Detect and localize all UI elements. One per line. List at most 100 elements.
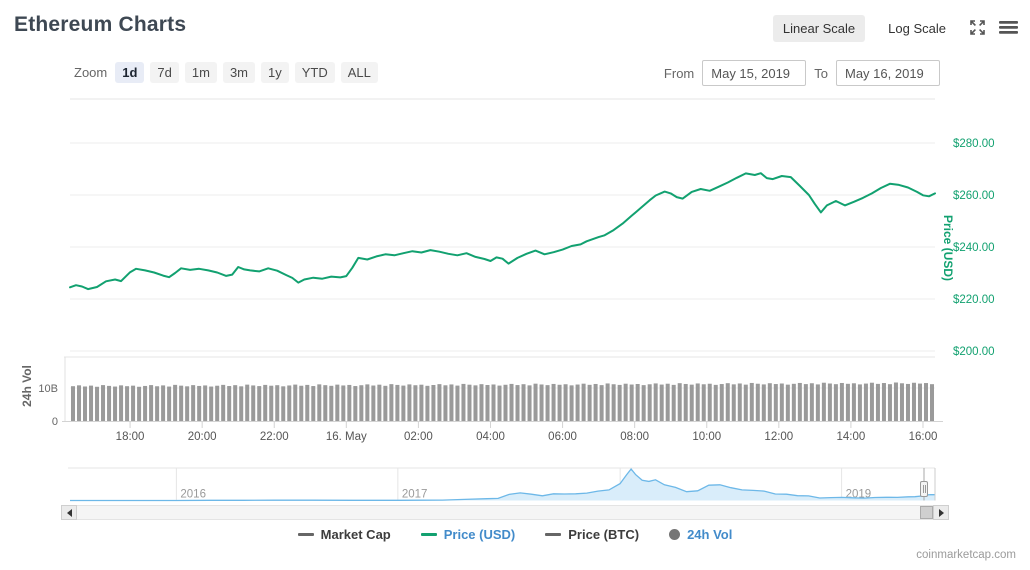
volume-bar xyxy=(767,383,772,421)
legend-item-24h-vol[interactable]: 24h Vol xyxy=(669,527,732,542)
volume-bar xyxy=(923,383,928,421)
volume-bar xyxy=(725,383,730,421)
range-button-1d[interactable]: 1d xyxy=(115,62,145,83)
volume-bar xyxy=(875,383,880,422)
from-date-input[interactable] xyxy=(702,60,807,86)
volume-bar xyxy=(389,384,394,421)
volume-bar xyxy=(485,385,490,421)
volume-bar xyxy=(167,386,172,421)
volume-bar xyxy=(113,386,118,421)
volume-bar xyxy=(605,383,610,421)
volume-bar xyxy=(209,386,214,421)
volume-bar xyxy=(695,383,700,421)
volume-bar xyxy=(401,385,406,421)
date-range-group: From To xyxy=(664,60,940,86)
volume-bar xyxy=(611,384,616,421)
volume-bar xyxy=(77,385,82,421)
volume-bar xyxy=(833,384,838,421)
navigator-area[interactable] xyxy=(70,469,935,501)
volume-bar xyxy=(227,386,232,421)
volume-bar xyxy=(527,385,532,421)
volume-bar xyxy=(425,385,430,421)
volume-bar xyxy=(233,385,238,421)
range-button-1m[interactable]: 1m xyxy=(184,62,217,83)
price-line xyxy=(69,172,936,291)
price-axis-title: Price (USD) xyxy=(941,214,955,282)
chart-canvas[interactable]: $280.00 $260.00 $240.00 $220.00 $200.00 10B 0 1… xyxy=(0,90,1030,520)
x-axis-label: 10:00 xyxy=(692,431,721,443)
volume-bar xyxy=(719,384,724,421)
volume-bar xyxy=(515,385,520,421)
volume-bar xyxy=(533,383,538,421)
watermark: coinmarketcap.com xyxy=(916,549,1016,561)
volume-bar xyxy=(335,384,340,421)
price-btc-dash-icon xyxy=(545,533,562,536)
volume-bar xyxy=(257,386,262,421)
linear-scale-button[interactable]: Linear Scale xyxy=(772,15,866,42)
navigator-handle[interactable] xyxy=(920,481,928,497)
x-axis-label: 16. May xyxy=(326,431,367,443)
volume-bar xyxy=(929,384,934,421)
legend-item-market-cap[interactable]: Market Cap xyxy=(297,527,391,542)
range-button-all[interactable]: ALL xyxy=(340,62,378,83)
volume-bar xyxy=(623,383,628,421)
volume-bar xyxy=(569,385,574,421)
volume-bar xyxy=(155,386,160,421)
volume-bar xyxy=(149,385,154,421)
volume-bar xyxy=(581,383,586,421)
volume-bar xyxy=(71,386,76,421)
volume-bar xyxy=(317,384,322,421)
right-arrow-icon xyxy=(938,508,944,517)
volume-bar xyxy=(107,385,112,421)
scrollbar-left-button[interactable] xyxy=(61,505,77,520)
volume-bar xyxy=(83,386,88,421)
volume-bar xyxy=(635,384,640,421)
volume-bar xyxy=(713,384,718,421)
navigator-year-label: 2017 xyxy=(402,489,428,501)
chart-legend: Market Cap Price (USD) Price (BTC) 24h V… xyxy=(0,527,1030,542)
volume-bar xyxy=(563,384,568,421)
volume-bar xyxy=(893,382,898,421)
scrollbar-thumb[interactable] xyxy=(920,506,933,519)
volume-bar xyxy=(329,385,334,421)
range-button-7d[interactable]: 7d xyxy=(150,62,179,83)
to-date-input[interactable] xyxy=(836,60,940,86)
price-tick-label: $260.00 xyxy=(953,190,995,202)
volume-bar xyxy=(827,383,832,421)
volume-bar xyxy=(815,384,820,421)
volume-bar xyxy=(755,383,760,421)
legend-item-price-btc[interactable]: Price (BTC) xyxy=(545,527,639,542)
x-axis-label: 12:00 xyxy=(764,431,793,443)
volume-bar xyxy=(857,384,862,421)
zoom-range-group: Zoom 1d 7d 1m 3m 1y YTD ALL xyxy=(74,62,378,83)
volume-tick-label: 0 xyxy=(52,416,58,428)
volume-bar xyxy=(575,384,580,421)
plot-area[interactable] xyxy=(70,99,935,421)
volume-bar xyxy=(221,384,226,421)
volume-bar xyxy=(179,385,184,421)
volume-bar xyxy=(203,385,208,421)
range-button-3m[interactable]: 3m xyxy=(222,62,255,83)
range-button-1y[interactable]: 1y xyxy=(261,62,289,83)
volume-bar xyxy=(899,383,904,421)
log-scale-button[interactable]: Log Scale xyxy=(878,15,956,42)
volume-bar xyxy=(431,385,436,421)
volume-bar xyxy=(299,385,304,421)
header-controls: Linear Scale Log Scale xyxy=(772,15,1018,42)
volume-bar xyxy=(869,382,874,421)
expand-icon xyxy=(969,19,986,39)
volume-bar xyxy=(125,386,130,421)
chart-menu-button[interactable] xyxy=(999,19,1018,39)
volume-bar xyxy=(197,385,202,421)
volume-bar xyxy=(749,382,754,421)
fullscreen-button[interactable] xyxy=(969,19,986,39)
scrollbar-track[interactable] xyxy=(77,505,933,520)
volume-bar xyxy=(311,386,316,421)
scrollbar-right-button[interactable] xyxy=(933,505,949,520)
volume-bar xyxy=(491,384,496,421)
volume-bar xyxy=(455,385,460,421)
range-button-ytd[interactable]: YTD xyxy=(294,62,335,83)
volume-bar xyxy=(371,385,376,421)
legend-item-price-usd[interactable]: Price (USD) xyxy=(420,527,515,542)
from-label: From xyxy=(663,65,695,81)
